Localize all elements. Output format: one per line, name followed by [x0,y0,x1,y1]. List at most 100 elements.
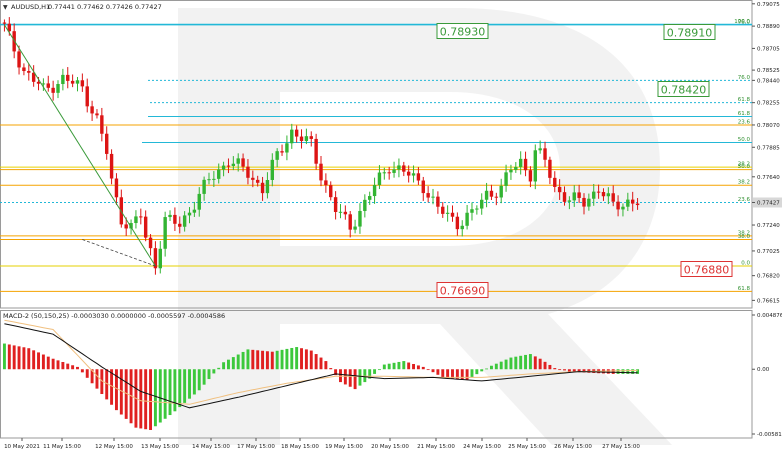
candle-body [46,83,50,88]
candle [246,159,250,185]
candle-body [343,211,348,215]
macd-hist-bar [470,369,474,377]
candle-body [480,199,484,209]
candle-body [353,226,357,230]
macd-hist-bar [436,369,440,375]
target-box [657,81,710,97]
candle-body [212,178,216,180]
candle-body [372,185,377,197]
candle [173,207,177,231]
candle-body [100,115,104,134]
candle [402,161,406,177]
candle [358,203,362,234]
candle-body [450,212,455,217]
target-label-down: 0.76690 [436,282,489,298]
target-box [663,24,716,40]
macd-hist-bar [446,369,450,378]
macd-hist-bar [392,362,396,370]
candle [75,76,80,92]
candle [348,210,352,238]
candle [105,126,109,160]
fib-level-label: 38.2 [738,180,750,186]
time-tick-label: 20 May 15:00 [371,444,409,450]
price-tick-label: 0.78705 [757,46,780,52]
candle [329,181,333,201]
candle-body [314,138,318,164]
macd-hist-bar [114,369,118,411]
candle [363,194,367,218]
price-tick-label: 0.79075 [757,2,780,8]
macd-hist-bar [611,369,615,374]
fib-level-label: 76.0 [738,19,751,25]
candle [241,153,245,172]
candle-body [285,143,289,153]
trend-line[interactable] [4,24,156,267]
candle [416,167,421,185]
candle [572,185,576,207]
time-tick-label: 27 May 15:00 [602,444,640,450]
candle [27,63,31,81]
candle-body [601,192,606,197]
macd-hist-bar [144,369,148,430]
candle-body [528,170,533,182]
macd-hist-bar [304,349,308,370]
target-text: 0.78420 [661,84,707,97]
candle [51,80,55,101]
macd-hist-bar [27,348,31,370]
main-header-arrow[interactable]: ▼ [3,4,8,11]
candle [421,176,425,201]
candle-body [275,151,279,160]
candle-body [36,81,41,84]
candle-body [95,113,99,116]
candle-body [70,80,75,84]
macd-header: MACD-2 (50,150,25) -0.0003030 0.0000000 … [3,312,225,320]
fib-level-label: 38.2 [738,162,750,168]
candle-body [148,237,153,249]
main-header-symbol: AUDUSD,H1 [11,3,50,11]
macd-hist-bar [353,369,357,390]
macd-hist-bar [212,369,216,374]
fib-level-label: 76.0 [738,75,751,81]
macd-hist-bar [397,361,401,370]
time-tick-label: 26 May 15:00 [554,444,592,450]
candle-body [153,248,158,269]
macd-hist-bar [227,359,230,370]
candle-body [494,196,499,198]
candle-body [333,197,338,213]
macd-hist-bar [188,369,191,399]
candle [621,203,625,217]
candle-body [421,180,425,194]
macd-hist-bar [100,369,104,395]
candle-body [187,212,192,216]
fib-level-label: 38.2 [738,230,750,236]
candle [114,173,119,205]
candle-body [265,180,270,194]
candle-body [85,86,89,107]
time-tick-label: 10 May 2021 [4,444,40,450]
projection-line[interactable] [82,239,156,267]
macd-hist-bar [489,365,493,370]
candle-body [56,84,60,93]
candle [158,241,162,274]
candle [377,165,382,190]
current-price-marker [753,197,782,208]
macd-hist-bar [524,354,528,370]
macd-hist-bar [261,350,265,370]
candle [514,162,518,173]
candle-body [548,159,552,178]
candle-body [509,169,513,173]
macd-hist-bar [149,369,153,430]
candle [567,196,572,210]
candle-body [572,192,576,201]
macd-hist-bar [431,369,435,373]
macd-tick-label: 0.00 [757,367,770,373]
candle-body [134,216,138,224]
candle-body [406,171,411,176]
macd-hist-bar [202,369,206,385]
macd-hist-bar [71,365,75,370]
candle [372,177,377,204]
candle [31,65,36,87]
candle [596,184,601,199]
macd-hist-bar [61,362,65,370]
macd-hist-bar [509,357,513,370]
